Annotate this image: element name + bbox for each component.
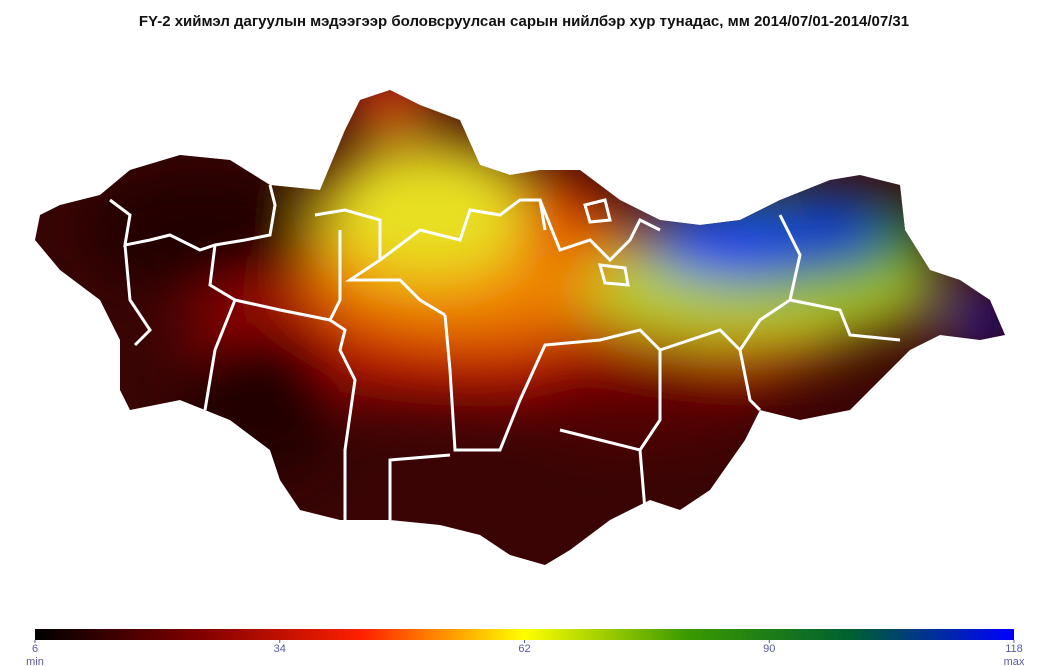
map-title: FY-2 хиймэл дагуулын мэдээгээр боловсруу… xyxy=(139,13,909,30)
colorbar-tick-label: 6 xyxy=(32,643,38,655)
aimag-borders xyxy=(109,184,901,520)
colorbar-tick-label: 62 xyxy=(518,643,530,655)
colorbar-tick-label: 90 xyxy=(763,643,775,655)
colorbar-tick-label: 34 xyxy=(274,643,286,655)
colorbar-max-label: max xyxy=(1004,656,1025,666)
precipitation-map xyxy=(35,90,1005,565)
colorbar xyxy=(35,629,1014,640)
colorbar-min-label: min xyxy=(26,656,44,666)
colorbar-tick-label: 118 xyxy=(1005,643,1023,655)
